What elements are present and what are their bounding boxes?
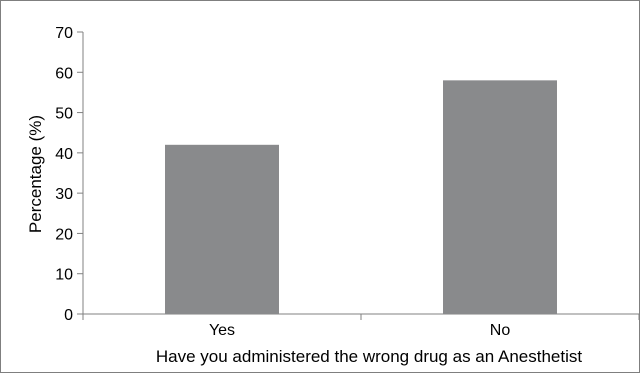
y-tick-label: 50	[55, 106, 73, 123]
y-tick-label: 10	[55, 267, 73, 284]
bar-yes	[165, 144, 279, 314]
y-axis: 0 10 20 30 40 50 60 70	[55, 25, 84, 324]
y-tick-label: 0	[64, 307, 73, 324]
y-axis-title: Percentage (%)	[26, 115, 45, 233]
x-tick-label: Yes	[209, 322, 235, 339]
x-axis-title: Have you administered the wrong drug as …	[156, 347, 582, 366]
y-tick-label: 20	[55, 226, 73, 243]
bar-no	[443, 80, 557, 314]
bars	[165, 80, 557, 314]
y-tick-label: 70	[55, 25, 73, 42]
x-tick-label: No	[490, 322, 511, 339]
y-tick-label: 30	[55, 186, 73, 203]
y-tick-label: 40	[55, 146, 73, 163]
y-tick-label: 60	[55, 65, 73, 82]
x-axis: Yes No	[82, 313, 639, 339]
